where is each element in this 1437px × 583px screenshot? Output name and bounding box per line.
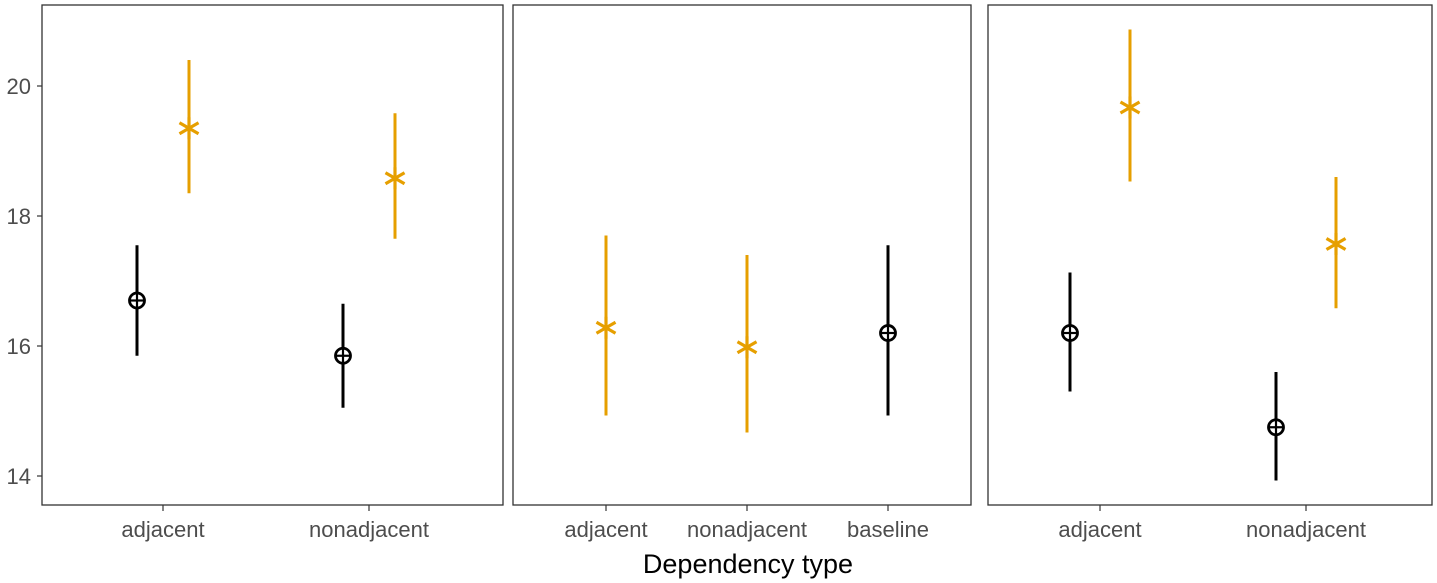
y-tick-label: 16 — [7, 334, 31, 359]
point-circle-plus — [334, 346, 352, 365]
x-tick-label: nonadjacent — [309, 517, 429, 542]
point-asterisk — [178, 117, 200, 140]
panel-border — [41, 4, 504, 506]
point-circle-plus — [1061, 324, 1079, 342]
y-axis: 14 16 18 20 — [7, 74, 42, 489]
panel-2: adjacent nonadjacent baseline — [512, 4, 972, 542]
y-tick-label: 20 — [7, 74, 31, 99]
point-asterisk — [1119, 96, 1141, 119]
point-circle-plus — [1267, 418, 1285, 437]
x-tick-label: nonadjacent — [1246, 517, 1366, 542]
panel-1: adjacent nonadjacent — [41, 4, 504, 542]
point-circle-plus — [879, 324, 897, 342]
y-tick-label: 14 — [7, 464, 31, 489]
x-tick-label: adjacent — [1058, 517, 1141, 542]
panel-border — [987, 4, 1433, 506]
point-asterisk — [1325, 232, 1347, 255]
point-asterisk — [595, 316, 617, 339]
x-tick-label: adjacent — [121, 517, 204, 542]
panel-3: adjacent nonadjacent — [987, 4, 1433, 542]
x-axis-title: Dependency type — [643, 549, 853, 579]
point-asterisk — [736, 336, 758, 359]
x-tick-label: nonadjacent — [687, 517, 807, 542]
x-tick-label: adjacent — [564, 517, 647, 542]
y-tick-label: 18 — [7, 204, 31, 229]
chart-panels: adjacent nonadjacent adjacent nonadjacent ba… — [41, 4, 1433, 542]
point-asterisk — [384, 167, 406, 190]
point-circle-plus — [128, 291, 146, 310]
panel-border — [512, 4, 972, 506]
x-tick-label: baseline — [847, 517, 929, 542]
